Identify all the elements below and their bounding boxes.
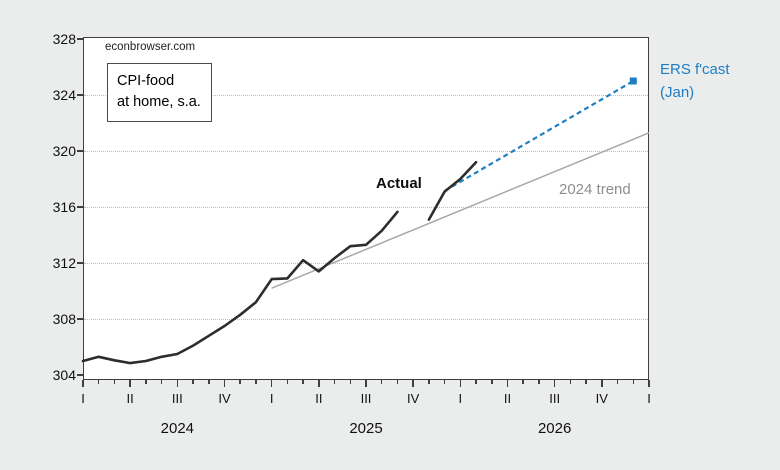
x-axis-minor-tick xyxy=(538,380,540,384)
x-axis-minor-tick xyxy=(349,380,352,384)
x-axis-minor-tick xyxy=(380,380,383,384)
x-axis-major-tick xyxy=(318,380,320,387)
x-axis-minor-tick xyxy=(443,380,446,384)
x-axis-minor-tick xyxy=(616,380,619,384)
gridline-308 xyxy=(84,319,648,320)
x-axis-minor-tick xyxy=(113,380,116,384)
y-axis-tick xyxy=(77,262,83,264)
x-quarter-label: IV xyxy=(407,391,420,406)
x-quarter-label: III xyxy=(171,391,183,406)
gridline-316 xyxy=(84,207,648,208)
x-axis-minor-tick xyxy=(302,380,304,384)
x-axis-minor-tick xyxy=(239,380,241,384)
y-axis-tick xyxy=(77,94,83,96)
chart-title-line1: CPI-food xyxy=(117,73,175,89)
x-axis-minor-tick xyxy=(491,380,493,384)
x-axis-major-tick xyxy=(648,380,650,387)
x-axis-major-tick xyxy=(176,380,179,387)
y-tick-label: 328 xyxy=(52,31,76,47)
x-year-label: 2026 xyxy=(537,420,572,437)
x-quarter-label: I xyxy=(458,391,463,406)
forecast-label-line2: (Jan) xyxy=(660,84,695,101)
x-axis-minor-tick xyxy=(145,380,147,384)
y-axis-tick xyxy=(77,374,83,376)
x-axis-major-tick xyxy=(506,380,509,387)
y-tick-label: 320 xyxy=(52,143,76,159)
x-axis-major-tick xyxy=(82,380,84,387)
y-tick-label: 304 xyxy=(52,367,76,383)
gridline-312 xyxy=(84,263,648,264)
trend-series-label: 2024 trend xyxy=(559,181,631,198)
y-tick-label: 308 xyxy=(52,311,76,327)
x-quarter-label: II xyxy=(503,391,512,406)
chart-title-line2: at home, s.a. xyxy=(117,94,201,110)
actual-line-segment-2 xyxy=(427,160,478,221)
x-quarter-label: I xyxy=(269,391,274,406)
y-tick-label: 316 xyxy=(52,199,76,215)
actual-series-label: Actual xyxy=(376,175,422,192)
forecast-label-line1: ERS f'cast xyxy=(660,61,730,78)
x-axis-minor-tick xyxy=(428,380,430,384)
forecast-end-marker xyxy=(629,77,637,85)
x-quarter-label: IV xyxy=(218,391,231,406)
x-axis-minor-tick xyxy=(522,380,524,384)
x-year-label: 2024 xyxy=(160,420,195,437)
x-axis-major-tick xyxy=(365,380,367,387)
x-axis-major-tick xyxy=(459,380,462,387)
x-quarter-label: IV xyxy=(595,391,608,406)
y-axis-tick xyxy=(77,206,83,208)
gridline-324 xyxy=(84,95,648,96)
x-axis-major-tick xyxy=(270,380,273,387)
x-axis-major-tick xyxy=(553,380,556,387)
y-tick-label: 312 xyxy=(52,255,76,271)
x-axis-major-tick xyxy=(223,380,226,387)
forecast-series-label: ERS f'cast (Jan) xyxy=(660,58,730,104)
x-axis-minor-tick xyxy=(192,380,194,384)
x-axis-minor-tick xyxy=(632,380,635,384)
x-quarter-label: III xyxy=(549,391,561,406)
x-quarter-label: III xyxy=(360,391,372,406)
x-axis-minor-tick xyxy=(585,380,587,384)
x-axis-minor-tick xyxy=(569,380,572,384)
x-axis-minor-tick xyxy=(396,380,399,384)
x-quarter-label: I xyxy=(647,391,651,406)
y-axis-tick xyxy=(77,150,83,152)
x-axis-major-tick xyxy=(129,380,131,387)
y-axis-tick xyxy=(77,318,83,320)
x-axis-minor-tick xyxy=(160,380,163,384)
forecast-line xyxy=(444,80,634,192)
x-axis-major-tick xyxy=(412,380,414,387)
watermark-text: econbrowser.com xyxy=(105,41,196,53)
x-quarter-label: II xyxy=(315,391,323,406)
x-axis-minor-tick xyxy=(333,380,336,384)
y-axis-tick xyxy=(77,38,83,40)
x-axis-minor-tick xyxy=(208,380,210,384)
y-tick-label: 324 xyxy=(52,87,76,103)
x-axis-minor-tick xyxy=(475,380,477,384)
x-axis-minor-tick xyxy=(97,380,100,384)
gridline-320 xyxy=(84,151,648,152)
x-axis-major-tick xyxy=(601,380,603,387)
trend-line xyxy=(271,132,650,289)
x-axis-minor-tick xyxy=(255,380,257,384)
x-year-label: 2025 xyxy=(349,420,383,437)
chart-title-box: CPI-food at home, s.a. xyxy=(107,63,212,122)
x-quarter-label: I xyxy=(81,391,85,406)
x-quarter-label: II xyxy=(126,391,134,406)
x-axis-minor-tick xyxy=(286,380,289,384)
actual-line-segment-1 xyxy=(81,210,399,365)
